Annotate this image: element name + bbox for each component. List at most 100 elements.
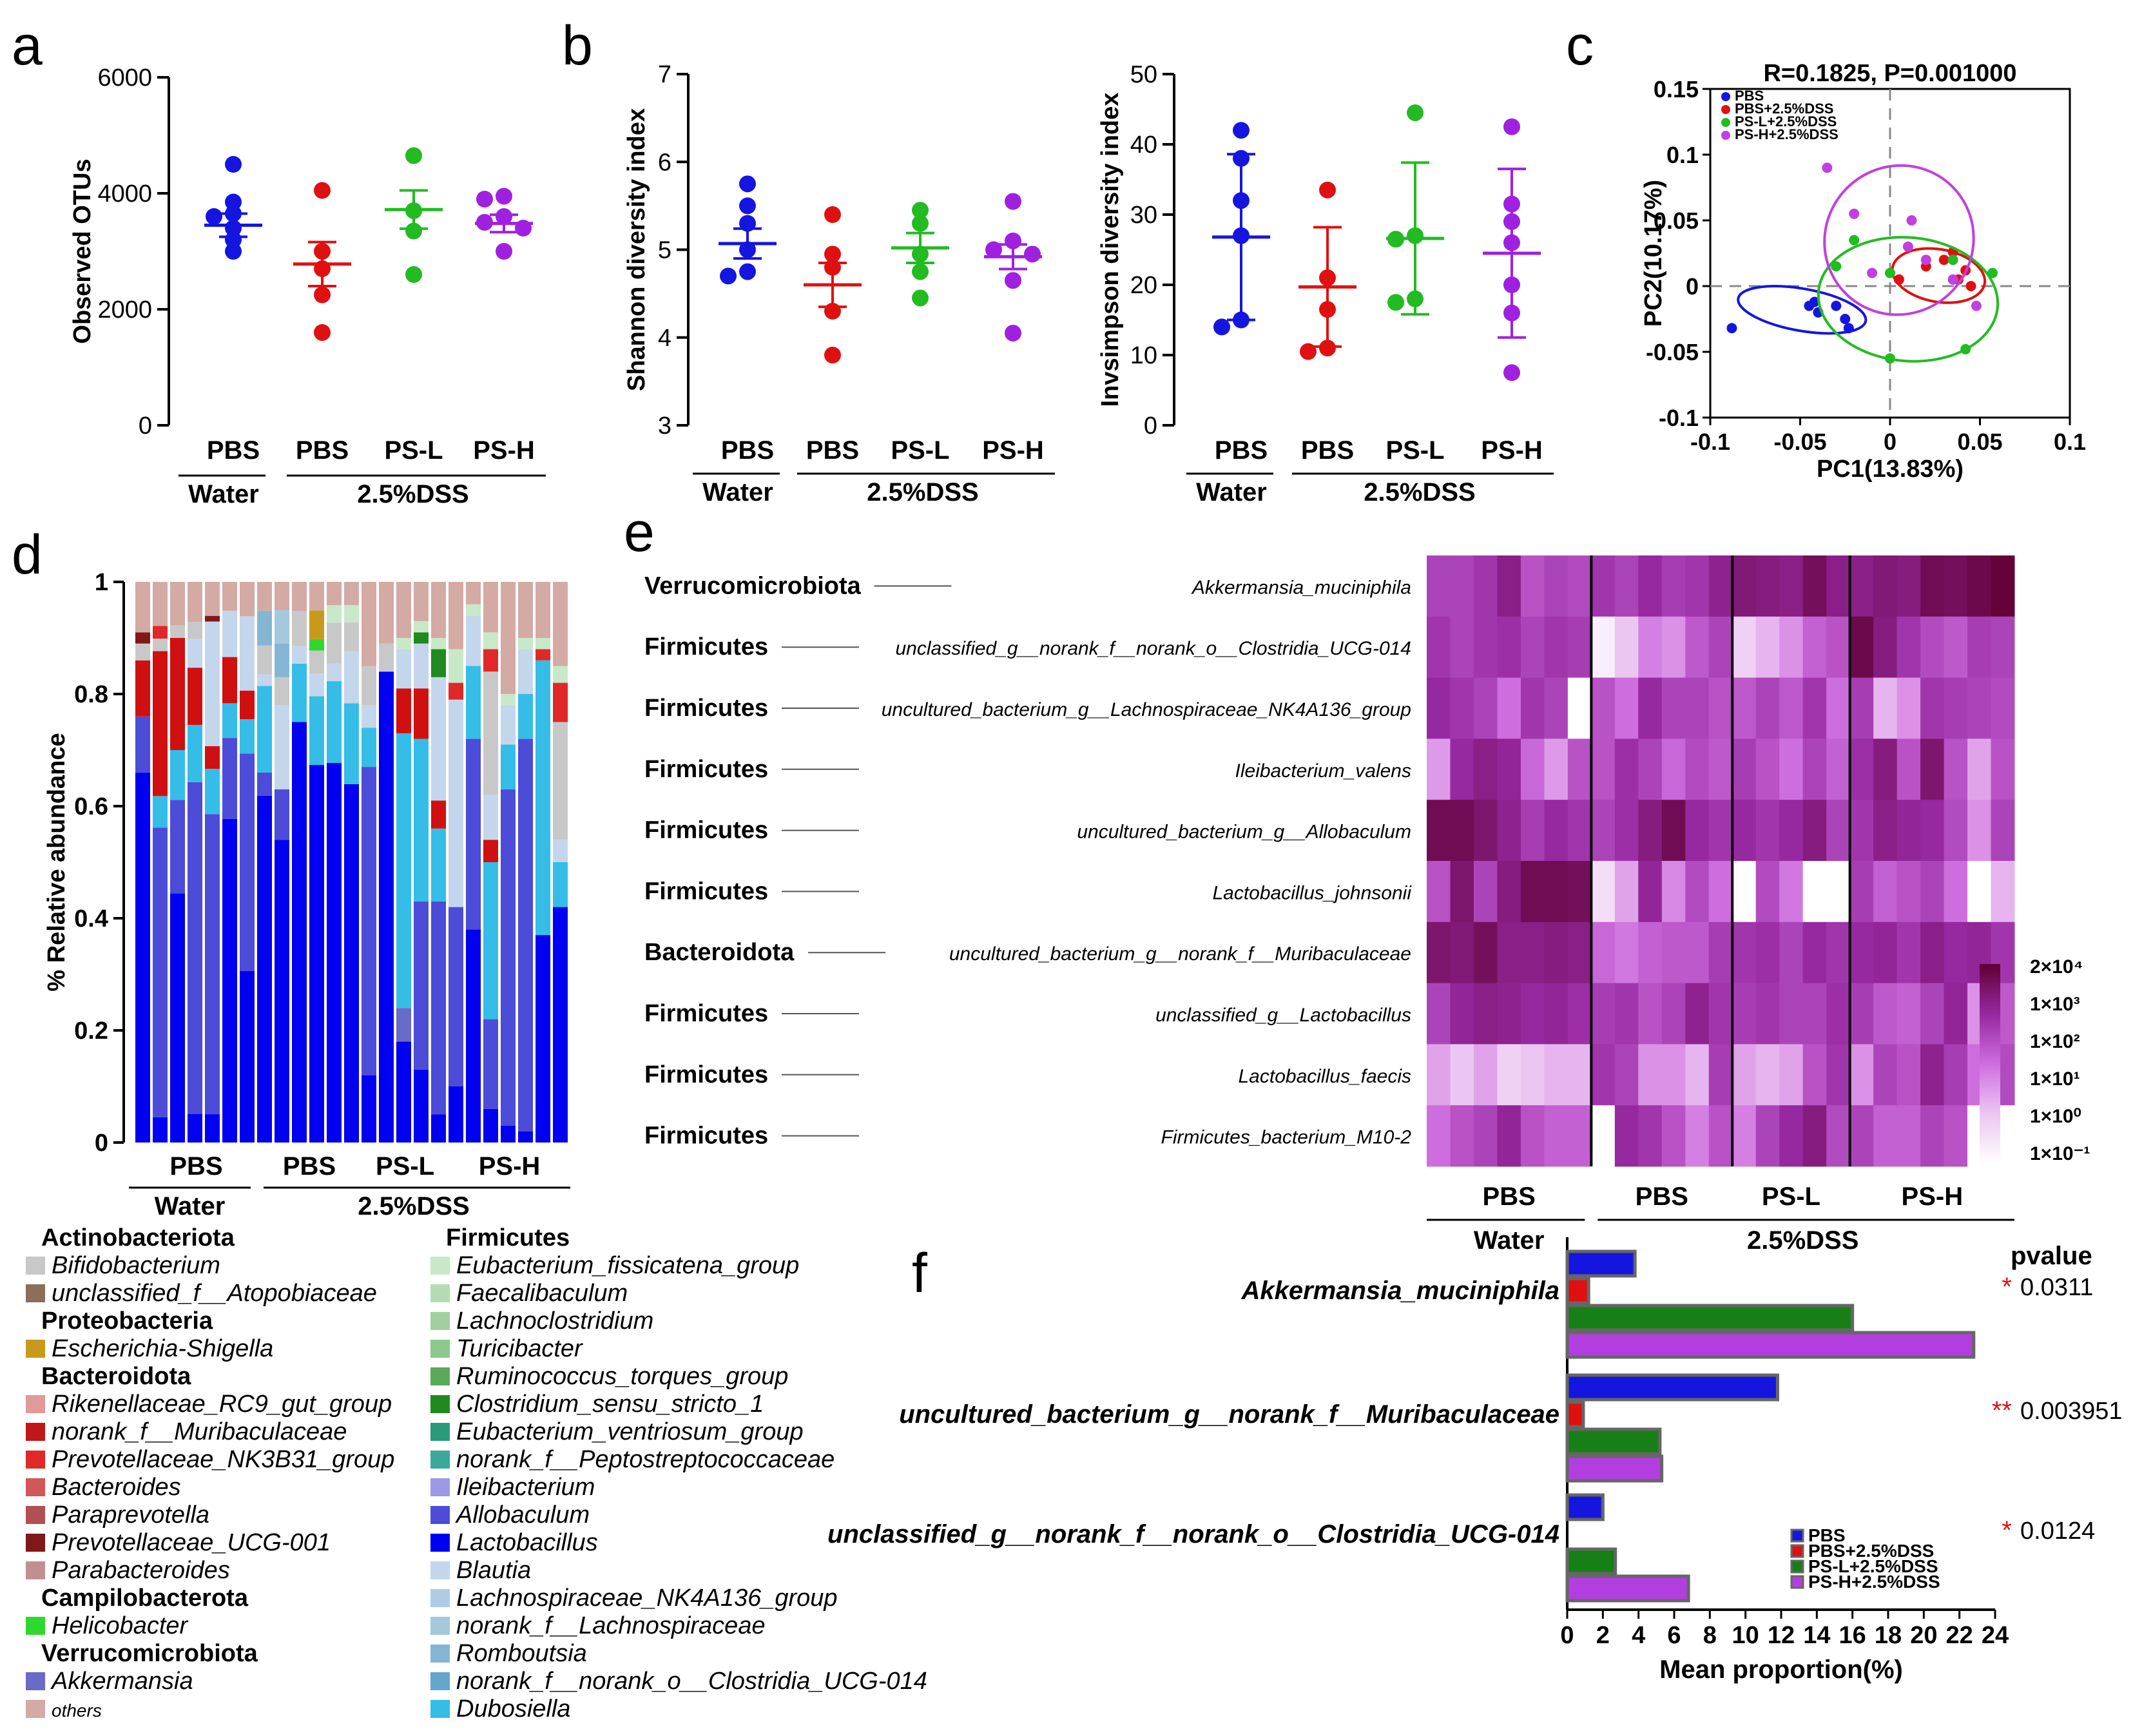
heatmap-cell	[1591, 677, 1616, 739]
bar-segment	[431, 582, 446, 638]
confidence-ellipse	[1817, 236, 2000, 363]
heatmap-cell	[1614, 1044, 1639, 1106]
heatmap-cell	[1897, 983, 1921, 1045]
data-point	[985, 241, 1002, 258]
heatmap-cell	[1802, 677, 1827, 739]
panel-b-shannon: 3 4 5 6 7 Shannon diversity index PBS PBS PS-L PS…	[623, 61, 1055, 506]
category-group	[1565, 1493, 1690, 1603]
data-point	[1947, 274, 1958, 285]
bar-segment	[309, 582, 324, 611]
data-point	[1005, 232, 1021, 249]
bar-segment	[553, 840, 568, 862]
legend-swatch	[430, 1340, 450, 1358]
bar-segment	[553, 722, 568, 840]
bar-segment	[240, 970, 255, 1143]
series-1	[1891, 246, 1987, 304]
bar	[1565, 1454, 1664, 1483]
data-point	[1300, 343, 1317, 360]
heatmap-cell	[1591, 738, 1616, 800]
significance-stars: *	[2002, 1516, 2012, 1545]
bar-segment	[466, 738, 481, 930]
confidence-ellipse	[1891, 247, 1987, 304]
bar-segment	[344, 604, 359, 622]
sample-bar	[292, 582, 307, 1143]
bar-segment	[449, 1086, 463, 1143]
bar-segment	[449, 699, 463, 907]
data-point	[1005, 272, 1021, 289]
heatmap-cell	[1732, 921, 1757, 984]
sample-bar	[170, 582, 185, 1143]
x-tick-label: 0	[1560, 1622, 1574, 1649]
bar-segment	[327, 605, 342, 623]
heatmap-cell	[1732, 983, 1757, 1045]
bar-segment	[518, 738, 533, 1132]
category-label: Akkermansia_muciniphila	[1240, 1277, 1559, 1305]
bar-segment	[188, 668, 202, 725]
bar-segment	[362, 582, 376, 666]
colorbar-label: 1×10¹	[2030, 1068, 2080, 1090]
x-tick-label: 8	[1703, 1622, 1717, 1649]
bar-segment	[414, 643, 429, 689]
bar-segment	[431, 1114, 446, 1143]
y-tick-label: 0.8	[74, 681, 108, 708]
data-point	[720, 267, 737, 285]
heatmap-cell	[1427, 738, 1451, 800]
bar-segment	[275, 789, 289, 840]
heatmap-row	[1427, 800, 2015, 862]
bar-segment	[170, 582, 185, 626]
heatmap-cell	[1920, 983, 1945, 1045]
legend-genus: Allobaculum	[455, 1501, 590, 1529]
y-tick-label: -0.05	[1646, 339, 1699, 365]
bar-segment	[501, 789, 516, 1126]
heatmap-cell	[1497, 921, 1521, 984]
heatmap-cell	[1755, 616, 1780, 679]
bar-segment	[153, 1117, 168, 1143]
bar-segment	[275, 610, 289, 644]
bar-segment	[344, 582, 359, 605]
bar-segment	[466, 615, 481, 666]
y-tick-label: 0.2	[74, 1017, 108, 1045]
bar-segment	[257, 795, 272, 1143]
x-group-label: PS-H	[473, 436, 535, 465]
bar-segment	[483, 1019, 498, 1109]
heatmap-cell	[1944, 921, 1968, 984]
sample-bar	[483, 582, 498, 1143]
data-point	[225, 156, 242, 173]
row-phylum-label: Firmicutes	[644, 633, 768, 661]
bar-segment	[379, 582, 394, 644]
legend-label: PBS+2.5%DSS	[1808, 1541, 1934, 1561]
panel-letter-d: d	[12, 524, 43, 586]
heatmap-cell	[1873, 555, 1898, 617]
heatmap-cell	[1873, 983, 1898, 1045]
heatmap-row	[1427, 1105, 2015, 1167]
bar-segment	[431, 800, 446, 829]
y-tick-label: 0.05	[1654, 207, 1699, 234]
bar-segment	[518, 1131, 533, 1143]
y-axis-label: % Relative abundance	[43, 733, 70, 991]
data-point	[1503, 304, 1520, 322]
bar-segment	[362, 666, 376, 706]
legend-swatch	[430, 1257, 450, 1275]
data-point	[1024, 246, 1041, 263]
legend-genus: Helicobacter	[52, 1612, 189, 1639]
heatmap-cell	[1779, 555, 1804, 617]
heatmap-cell	[1991, 800, 2015, 862]
y-axis-label: PC2(10.17%)	[1640, 180, 1667, 327]
legend-swatch	[26, 1672, 45, 1690]
legend-swatch	[430, 1478, 450, 1496]
series-1	[293, 182, 351, 341]
water-label: Water	[188, 480, 259, 508]
data-point	[1387, 231, 1404, 248]
y-axis-label: Observed OTUs	[69, 159, 96, 343]
heatmap-cell	[1708, 1105, 1733, 1167]
data-point	[1809, 296, 1820, 307]
heatmap-cell	[1685, 800, 1710, 862]
y-tick-label: 40	[1130, 131, 1157, 159]
bar-segment	[222, 703, 237, 738]
data-point	[1920, 255, 1931, 265]
heatmap-cell	[1661, 677, 1686, 739]
heatmap-cell	[1897, 616, 1921, 679]
bar-segment	[483, 1108, 498, 1143]
heatmap-cell	[1685, 983, 1710, 1045]
